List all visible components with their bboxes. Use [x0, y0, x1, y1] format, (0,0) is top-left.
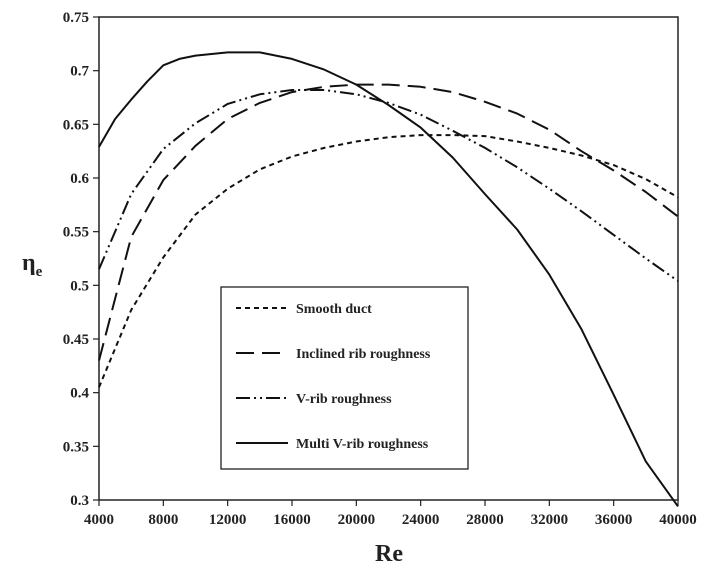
legend: Smooth duct Inclined rib roughness V-rib r… — [220, 286, 469, 470]
y-tick-label: 0.65 — [63, 117, 89, 133]
legend-box — [220, 286, 469, 470]
x-tick-label: 8000 — [148, 512, 178, 528]
x-tick-label: 32000 — [531, 512, 569, 528]
x-tick-label: 16000 — [273, 512, 311, 528]
series-line-smooth-duct — [98, 134, 679, 388]
legend-label: Smooth duct — [296, 302, 372, 317]
series-line-v-rib-roughness — [98, 89, 679, 282]
x-tick-label: 28000 — [466, 512, 504, 528]
series-line-multi-v-rib-roughness — [98, 51, 679, 507]
legend-label: Multi V-rib roughness — [296, 437, 429, 452]
y-tick-label: 0.4 — [70, 386, 89, 402]
x-tick-label: 40000 — [659, 512, 697, 528]
legend-label: V-rib roughness — [296, 392, 392, 407]
x-axis-title: Re — [375, 541, 403, 567]
x-tick-label: 24000 — [402, 512, 440, 528]
x-tick-label: 20000 — [338, 512, 376, 528]
y-tick-label: 0.75 — [63, 10, 89, 26]
y-tick-label: 0.35 — [63, 439, 89, 455]
legend-label: Inclined rib roughness — [296, 347, 431, 362]
y-axis-title: ηe — [22, 250, 43, 280]
y-tick-label: 0.7 — [70, 64, 89, 80]
y-tick-label: 0.6 — [70, 171, 89, 187]
x-tick-label: 12000 — [209, 512, 247, 528]
plot-area — [98, 16, 679, 501]
y-tick-label: 0.55 — [63, 225, 89, 241]
y-tick-label: 0.45 — [63, 332, 89, 348]
x-tick-label: 4000 — [84, 512, 114, 528]
y-tick-label: 0.5 — [70, 278, 89, 294]
series-line-inclined-rib-roughness — [98, 83, 679, 361]
y-tick-label: 0.3 — [70, 493, 89, 509]
x-tick-label: 36000 — [595, 512, 633, 528]
